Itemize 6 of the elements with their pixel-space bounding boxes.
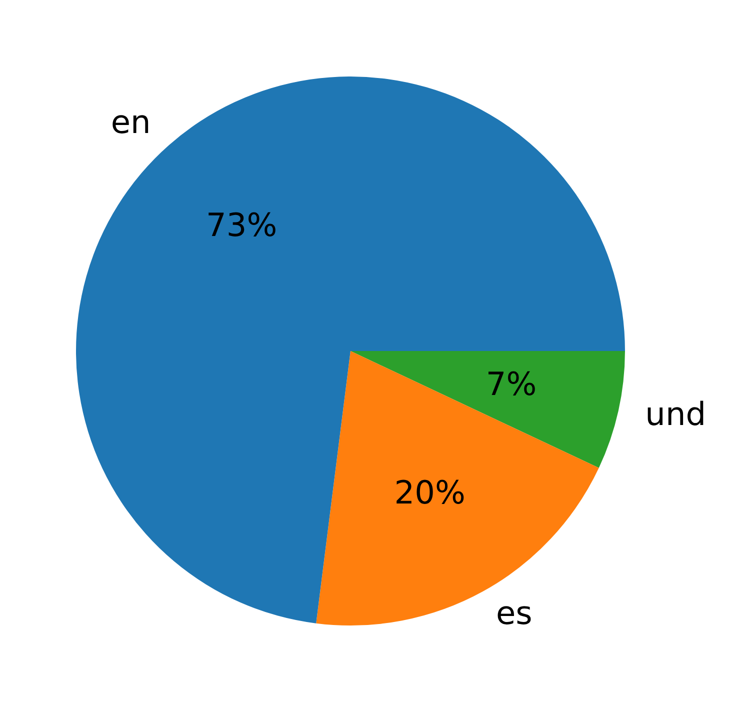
data-label: 7% — [486, 365, 537, 404]
data-label: 73% — [206, 206, 278, 244]
slice-label: en — [110, 102, 151, 141]
slice-label: und — [645, 395, 706, 434]
data-label: 20% — [394, 474, 466, 512]
slice-label: es — [496, 594, 532, 632]
